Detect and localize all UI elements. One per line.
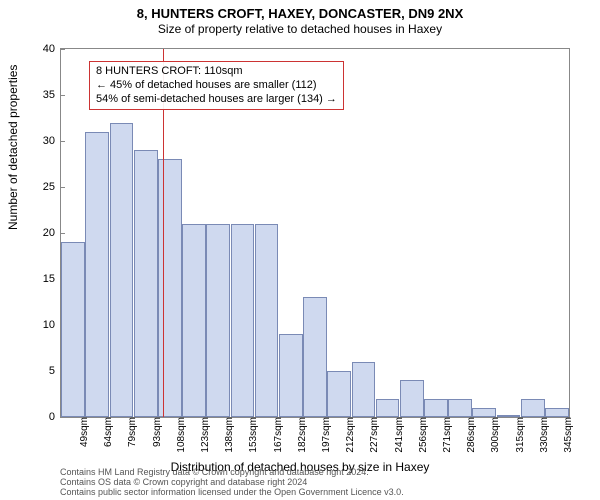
y-tick: 20 xyxy=(33,227,61,239)
x-tick: 197sqm xyxy=(319,417,332,453)
y-tick: 15 xyxy=(33,273,61,285)
x-tick: 167sqm xyxy=(271,417,284,453)
histogram-bar xyxy=(158,159,182,417)
x-tick: 153sqm xyxy=(246,417,259,453)
histogram-bar xyxy=(206,224,230,417)
histogram-bar xyxy=(85,132,109,417)
annotation-line: ← 45% of detached houses are smaller (11… xyxy=(96,79,337,93)
y-tick: 25 xyxy=(33,181,61,193)
page-title: 8, HUNTERS CROFT, HAXEY, DONCASTER, DN9 … xyxy=(0,6,600,22)
histogram-bar xyxy=(279,334,303,417)
histogram-bar xyxy=(255,224,279,417)
x-tick: 315sqm xyxy=(513,417,526,453)
annotation-line: 54% of semi-detached houses are larger (… xyxy=(96,93,337,107)
y-tick: 30 xyxy=(33,135,61,147)
x-tick: 138sqm xyxy=(222,417,235,453)
y-tick: 10 xyxy=(33,319,61,331)
page-subtitle: Size of property relative to detached ho… xyxy=(0,22,600,36)
histogram-bar xyxy=(448,399,472,417)
x-tick: 227sqm xyxy=(367,417,380,453)
x-tick: 212sqm xyxy=(343,417,356,453)
x-tick: 345sqm xyxy=(561,417,574,453)
y-tick: 5 xyxy=(33,365,61,377)
x-tick: 300sqm xyxy=(488,417,501,453)
histogram-bar xyxy=(231,224,255,417)
annotation-line: 8 HUNTERS CROFT: 110sqm xyxy=(96,65,337,79)
histogram-bar xyxy=(376,399,400,417)
histogram-bar xyxy=(400,380,424,417)
x-tick: 241sqm xyxy=(392,417,405,453)
histogram-bar xyxy=(327,371,351,417)
x-tick: 182sqm xyxy=(295,417,308,453)
histogram-bar xyxy=(303,297,327,417)
y-tick: 0 xyxy=(33,411,61,423)
histogram-bar xyxy=(134,150,158,417)
credit-line: Contains HM Land Registry data © Crown c… xyxy=(60,467,369,477)
x-tick: 271sqm xyxy=(440,417,453,453)
y-tick: 35 xyxy=(33,89,61,101)
histogram-bar xyxy=(61,242,85,417)
annotation-box: 8 HUNTERS CROFT: 110sqm← 45% of detached… xyxy=(89,61,344,110)
x-tick: 286sqm xyxy=(464,417,477,453)
x-tick: 256sqm xyxy=(416,417,429,453)
y-axis-label: Number of detached properties xyxy=(6,65,20,230)
histogram-plot: 051015202530354049sqm64sqm79sqm93sqm108s… xyxy=(60,48,570,418)
histogram-bar xyxy=(352,362,376,417)
credit-line: Contains public sector information licen… xyxy=(60,487,404,497)
y-tick: 40 xyxy=(33,43,61,55)
x-tick: 108sqm xyxy=(174,417,187,453)
credit-line: Contains OS data © Crown copyright and d… xyxy=(60,477,307,487)
histogram-bar xyxy=(424,399,448,417)
x-tick: 64sqm xyxy=(101,417,114,447)
x-tick: 123sqm xyxy=(198,417,211,453)
x-tick: 79sqm xyxy=(125,417,138,447)
histogram-bar xyxy=(110,123,134,417)
x-tick: 93sqm xyxy=(150,417,163,447)
histogram-bar xyxy=(521,399,545,417)
credit-text: Contains HM Land Registry data © Crown c… xyxy=(60,468,580,498)
x-tick: 49sqm xyxy=(77,417,90,447)
histogram-bar xyxy=(472,408,496,417)
histogram-bar xyxy=(545,408,569,417)
histogram-bar xyxy=(182,224,206,417)
x-tick: 330sqm xyxy=(537,417,550,453)
